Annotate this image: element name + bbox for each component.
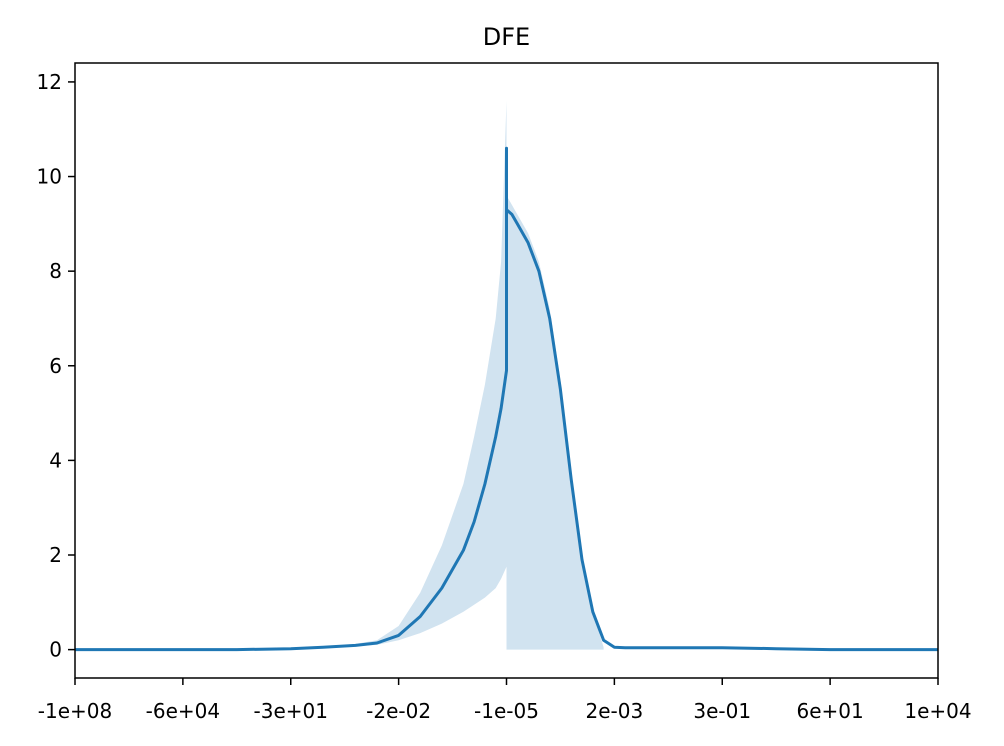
y-tick-label: 6 — [49, 354, 62, 378]
y-tick-label: 8 — [49, 259, 62, 283]
y-tick-label: 12 — [37, 70, 62, 94]
x-tick-label: -6e+04 — [146, 699, 220, 723]
y-tick-label: 2 — [49, 543, 62, 567]
x-tick-label: -1e+08 — [38, 699, 112, 723]
y-tick-label: 0 — [49, 638, 62, 662]
x-tick-label: -1e-05 — [474, 699, 539, 723]
series-line-0 — [75, 146, 938, 652]
uncertainty-band-layer — [323, 100, 604, 650]
y-tick-label: 10 — [37, 165, 62, 189]
series-line-layer — [75, 146, 938, 652]
x-tick-label: -3e+01 — [254, 699, 328, 723]
chart-title: DFE — [483, 23, 530, 51]
y-tick-label: 4 — [49, 448, 62, 472]
uncertainty-band — [323, 100, 604, 650]
x-axis-ticks: -1e+08 -6e+04 -3e+01 -2e-02 -1e-05 2e-03 3e-01… — [38, 678, 972, 723]
x-tick-label: 1e+04 — [904, 699, 971, 723]
x-tick-label: -2e-02 — [366, 699, 431, 723]
x-tick-label: 2e-03 — [586, 699, 644, 723]
y-axis-ticks: 0 2 4 6 8 10 12 — [37, 70, 75, 662]
x-tick-label: 3e-01 — [693, 699, 751, 723]
x-tick-label: 6e+01 — [797, 699, 864, 723]
